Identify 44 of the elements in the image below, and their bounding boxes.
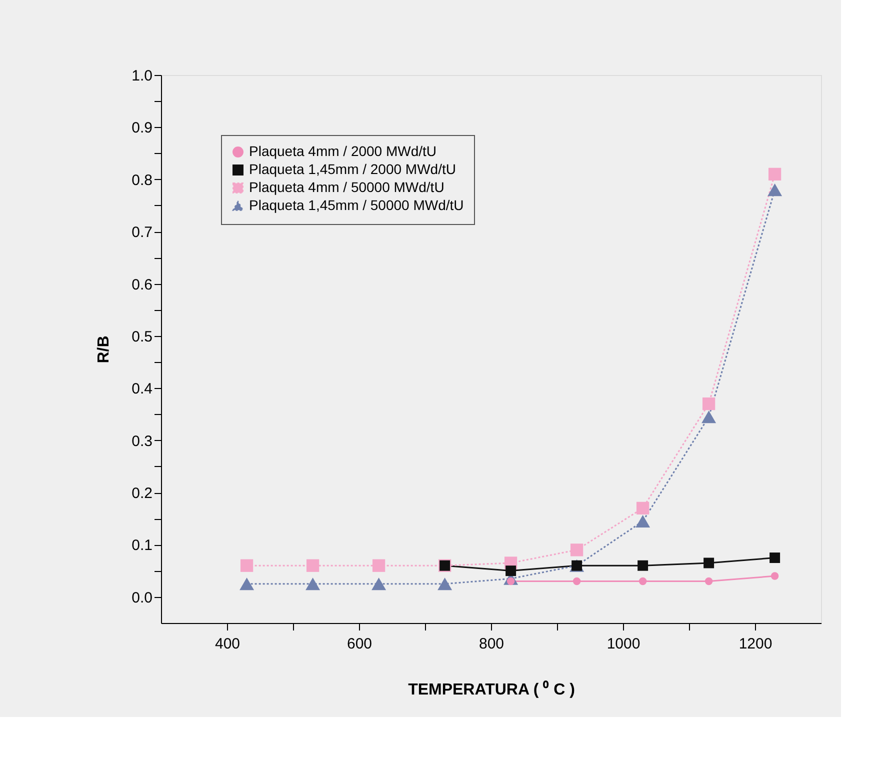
point [636,502,650,515]
point [572,577,581,586]
y-tick-label: 0.7 [132,224,152,242]
point [638,560,648,571]
point [638,577,647,586]
y-tick-label: 0.6 [132,276,152,294]
point [240,559,254,572]
point [770,552,780,564]
x-tick-label: 600 [346,636,372,652]
point [372,578,386,590]
point [770,572,779,580]
legend-label: Plaqueta 1,45mm / 2000 MWd/tU [249,161,456,177]
point [506,566,516,576]
point [702,397,716,410]
legend-label: Plaqueta 4mm / 50000 MWd/tU [249,179,444,195]
x-tick-label: 1200 [738,636,772,652]
y-tick-label: 0.9 [132,120,152,137]
y-tick-label: 0.3 [132,432,152,450]
y-tick-label: 0.2 [132,485,152,502]
y-tick-label: 0.5 [132,328,152,346]
point [570,544,584,556]
legend-label: Plaqueta 4mm / 2000 MWd/tU [249,143,437,159]
x-tick-label: 800 [478,636,504,652]
y-tick-label: 0.0 [132,589,152,606]
y-axis-title: R/B [96,336,113,364]
point [768,168,782,180]
y-tick-label: 1.0 [132,68,152,84]
y-tick-label: 0.1 [132,537,152,554]
point [768,184,782,196]
point [702,410,716,424]
point [704,577,713,586]
point [372,559,386,572]
point [438,578,452,590]
y-tick-label: 0.8 [132,172,152,189]
point [240,578,254,590]
x-axis-title: TEMPERATURA ( ⁰ C ) [408,680,575,698]
legend-label: Plaqueta 1,45mm / 50000 MWd/tU [249,197,464,213]
y-tick-label: 0.4 [132,380,152,398]
point [306,559,320,572]
point [704,558,714,568]
x-tick-label: 400 [214,636,240,652]
point [306,578,320,590]
point [636,514,650,528]
x-tick-label: 1000 [606,636,640,652]
